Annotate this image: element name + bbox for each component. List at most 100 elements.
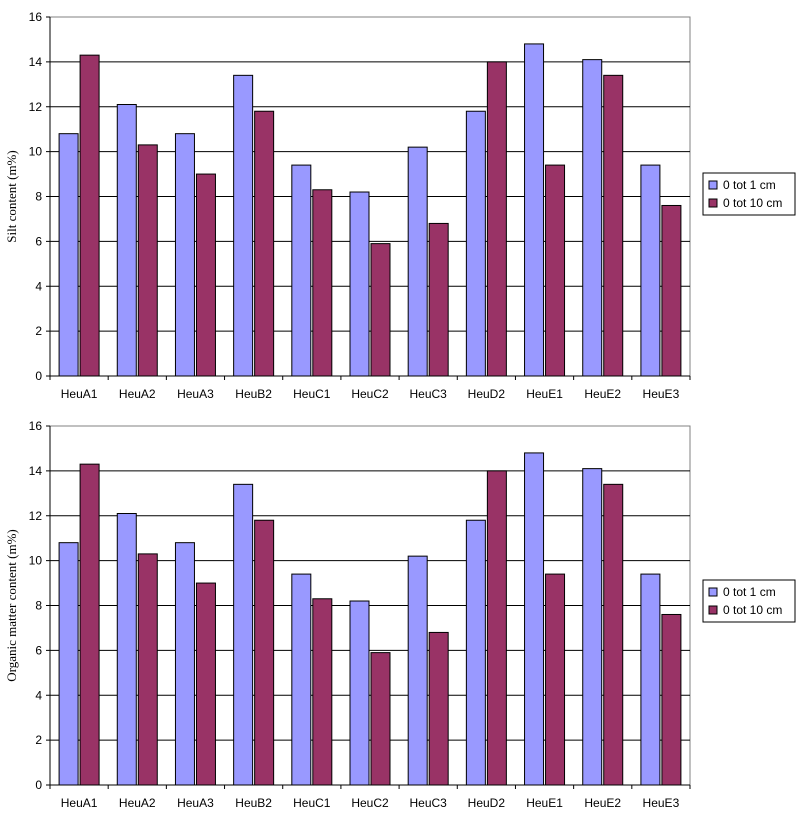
bar-HeuC1-series-2 <box>312 189 333 377</box>
y-tick-label: 8 <box>35 599 42 613</box>
y-axis-label: Silt content (m%) <box>4 150 19 242</box>
legend-swatch <box>708 605 718 615</box>
y-tick-label: 14 <box>29 55 43 69</box>
bar-HeuE3-series-1 <box>640 573 661 786</box>
bar-HeuA3-series-1 <box>174 133 195 377</box>
legend-swatch <box>708 587 718 597</box>
bar-HeuA3-series-1 <box>174 542 195 786</box>
bar-HeuE3-series-2 <box>661 613 682 786</box>
bar-HeuC2-series-1 <box>349 600 370 786</box>
x-tick-label: HeuA3 <box>177 387 214 401</box>
legend-label: 0 tot 10 cm <box>723 196 782 210</box>
bar-HeuB2-series-1 <box>233 74 254 377</box>
legend-label: 0 tot 1 cm <box>723 585 776 599</box>
y-tick-label: 6 <box>35 234 42 248</box>
bar-HeuC3-series-2 <box>428 631 449 786</box>
bar-HeuA2-series-1 <box>116 513 137 786</box>
x-tick-label: HeuB2 <box>235 796 272 810</box>
bar-HeuC2-series-2 <box>370 652 391 786</box>
bar-HeuB2-series-2 <box>254 519 275 786</box>
bar-HeuE1-series-2 <box>545 164 566 377</box>
x-tick-label: HeuE3 <box>643 796 680 810</box>
bar-HeuA2-series-2 <box>137 553 158 786</box>
bar-HeuC2-series-2 <box>370 243 391 377</box>
y-tick-label: 16 <box>29 419 43 433</box>
x-tick-label: HeuA3 <box>177 796 214 810</box>
bar-HeuB2-series-2 <box>254 110 275 377</box>
legend-swatch <box>708 198 718 208</box>
x-tick-label: HeuE2 <box>584 387 621 401</box>
x-tick-label: HeuA2 <box>119 387 156 401</box>
y-tick-label: 2 <box>35 324 42 338</box>
bar-HeuE2-series-1 <box>582 59 603 377</box>
bar-HeuB2-series-1 <box>233 483 254 786</box>
bar-HeuA1-series-2 <box>79 54 100 377</box>
y-tick-label: 0 <box>35 369 42 383</box>
bar-HeuC1-series-2 <box>312 598 333 786</box>
bar-HeuD2-series-1 <box>465 110 486 377</box>
x-tick-label: HeuD2 <box>468 796 506 810</box>
bar-HeuA3-series-2 <box>195 173 216 377</box>
x-tick-label: HeuB2 <box>235 387 272 401</box>
bar-HeuE1-series-1 <box>524 452 545 786</box>
bar-HeuC3-series-1 <box>407 555 428 786</box>
x-tick-label: HeuE3 <box>643 387 680 401</box>
legend-label: 0 tot 1 cm <box>723 178 776 192</box>
x-tick-label: HeuA1 <box>61 796 98 810</box>
x-tick-label: HeuE2 <box>584 796 621 810</box>
bar-HeuC1-series-1 <box>291 164 312 377</box>
legend: 0 tot 1 cm 0 tot 10 cm <box>702 579 796 623</box>
bar-HeuD2-series-2 <box>486 61 507 377</box>
y-tick-label: 2 <box>35 733 42 747</box>
x-tick-label: HeuC2 <box>351 387 389 401</box>
y-tick-label: 10 <box>29 145 43 159</box>
y-tick-label: 8 <box>35 190 42 204</box>
y-tick-label: 0 <box>35 778 42 792</box>
y-tick-label: 14 <box>29 464 43 478</box>
x-tick-label: HeuC3 <box>410 387 448 401</box>
bar-HeuA1-series-1 <box>58 133 79 377</box>
bar-HeuE1-series-2 <box>545 573 566 786</box>
bar-HeuC1-series-1 <box>291 573 312 786</box>
x-tick-label: HeuD2 <box>468 387 506 401</box>
organic-matter-chart: 0 2 4 6 8 10 12 14 16 Organic matter content (m%)… <box>4 419 796 810</box>
x-tick-label: HeuE1 <box>526 796 563 810</box>
x-tick-label: HeuC3 <box>410 796 448 810</box>
bar-HeuA1-series-2 <box>79 463 100 786</box>
x-tick-label: HeuC1 <box>293 796 331 810</box>
x-tick-label: HeuA2 <box>119 796 156 810</box>
legend-label: 0 tot 10 cm <box>723 603 782 617</box>
legend-box <box>702 579 796 623</box>
bar-HeuC3-series-1 <box>407 146 428 377</box>
bar-HeuE3-series-1 <box>640 164 661 377</box>
legend-box <box>702 172 796 216</box>
bar-HeuA2-series-1 <box>116 104 137 377</box>
x-tick-label: HeuA1 <box>61 387 98 401</box>
y-tick-label: 10 <box>29 554 43 568</box>
bar-HeuE1-series-1 <box>524 43 545 377</box>
bar-HeuE2-series-2 <box>603 74 624 377</box>
legend-swatch <box>708 180 718 190</box>
bar-HeuC2-series-1 <box>349 191 370 377</box>
y-tick-label: 16 <box>29 10 43 24</box>
silt-content-chart: 0 2 4 6 8 10 12 14 16 Silt content (m%) HeuA1 HeuA2… <box>4 10 796 401</box>
y-axis-label: Organic matter content (m%) <box>4 529 19 681</box>
x-tick-label: HeuC1 <box>293 387 331 401</box>
bar-HeuA3-series-2 <box>195 582 216 786</box>
bar-HeuA1-series-1 <box>58 542 79 786</box>
legend: 0 tot 1 cm 0 tot 10 cm <box>702 172 796 216</box>
bar-HeuE2-series-1 <box>582 468 603 786</box>
bar-HeuE2-series-2 <box>603 483 624 786</box>
x-tick-label: HeuC2 <box>351 796 389 810</box>
bar-HeuE3-series-2 <box>661 204 682 377</box>
bar-HeuD2-series-2 <box>486 470 507 786</box>
y-tick-label: 12 <box>29 100 43 114</box>
y-tick-label: 4 <box>35 688 42 702</box>
bar-HeuD2-series-1 <box>465 519 486 786</box>
bar-HeuA2-series-2 <box>137 144 158 377</box>
y-tick-label: 12 <box>29 509 43 523</box>
bar-HeuC3-series-2 <box>428 222 449 377</box>
y-tick-label: 6 <box>35 643 42 657</box>
x-tick-label: HeuE1 <box>526 387 563 401</box>
